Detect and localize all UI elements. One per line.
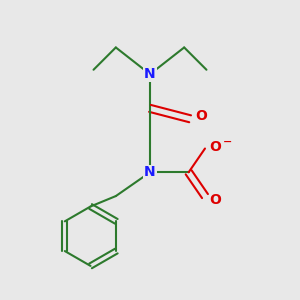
Text: N: N bbox=[144, 165, 156, 179]
Text: O: O bbox=[196, 109, 207, 123]
Text: O: O bbox=[209, 193, 221, 207]
Text: O: O bbox=[209, 140, 221, 154]
Text: −: − bbox=[223, 137, 232, 147]
Text: N: N bbox=[144, 67, 156, 81]
